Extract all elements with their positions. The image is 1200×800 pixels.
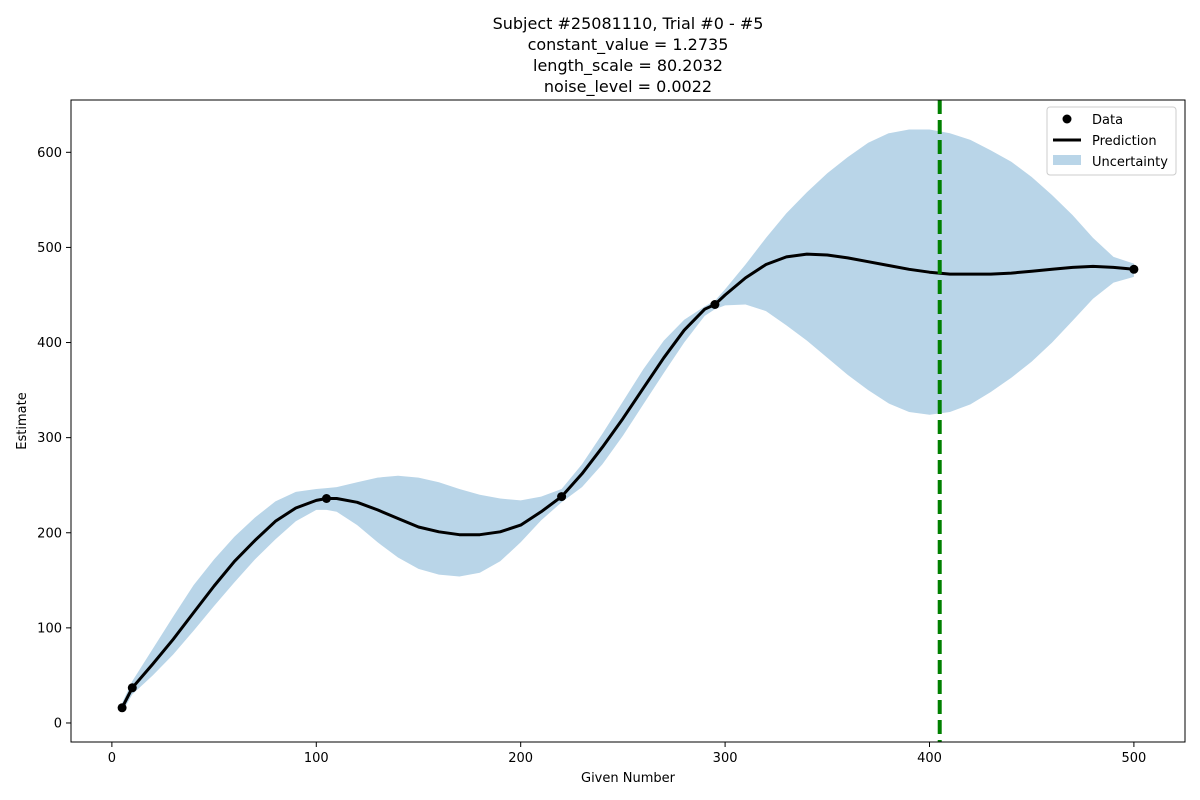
title-line: Subject #25081110, Trial #0 - #5 xyxy=(493,14,764,33)
y-axis-label: Estimate xyxy=(15,392,30,449)
x-tick-label: 300 xyxy=(713,751,738,766)
x-tick-label: 200 xyxy=(508,751,533,766)
title-line: noise_level = 0.0022 xyxy=(544,77,712,97)
y-tick-label: 300 xyxy=(37,431,62,446)
data-point xyxy=(322,494,331,503)
y-tick-label: 100 xyxy=(37,621,62,636)
y-tick-label: 0 xyxy=(54,716,62,731)
legend-label-uncertainty: Uncertainty xyxy=(1092,155,1168,170)
title-line: constant_value = 1.2735 xyxy=(528,35,729,55)
y-tick-label: 400 xyxy=(37,336,62,351)
x-tick-label: 100 xyxy=(304,751,329,766)
uncertainty-band xyxy=(122,129,1134,713)
axes: 0 100 200 300 400 500 0 100 200 300 400 500 600 xyxy=(37,99,1186,766)
prediction-line xyxy=(120,252,1135,709)
x-axis-label: Given Number xyxy=(581,771,676,786)
data-point xyxy=(1129,264,1139,274)
legend: Data Prediction Uncertainty xyxy=(1046,106,1177,176)
data-point xyxy=(710,300,720,309)
plot-area xyxy=(117,100,1139,742)
plot-frame xyxy=(70,99,1186,743)
x-tick-label: 500 xyxy=(1121,751,1146,766)
data-point xyxy=(117,703,127,713)
legend-label-data: Data xyxy=(1092,113,1123,128)
data-point xyxy=(557,492,567,502)
data-point xyxy=(127,683,137,693)
legend-label-prediction: Prediction xyxy=(1092,134,1157,149)
y-tick-label: 200 xyxy=(37,526,62,541)
legend-uncertainty-swatch xyxy=(1053,155,1081,165)
chart-title: Subject #25081110, Trial #0 - #5 constan… xyxy=(493,14,764,97)
legend-data-marker xyxy=(1062,114,1072,124)
title-line: length_scale = 80.2032 xyxy=(533,56,723,76)
x-tick-label: 400 xyxy=(917,751,942,766)
y-tick-label: 600 xyxy=(37,146,62,161)
x-tick-label: 0 xyxy=(108,751,116,766)
y-tick-label: 500 xyxy=(37,241,62,256)
